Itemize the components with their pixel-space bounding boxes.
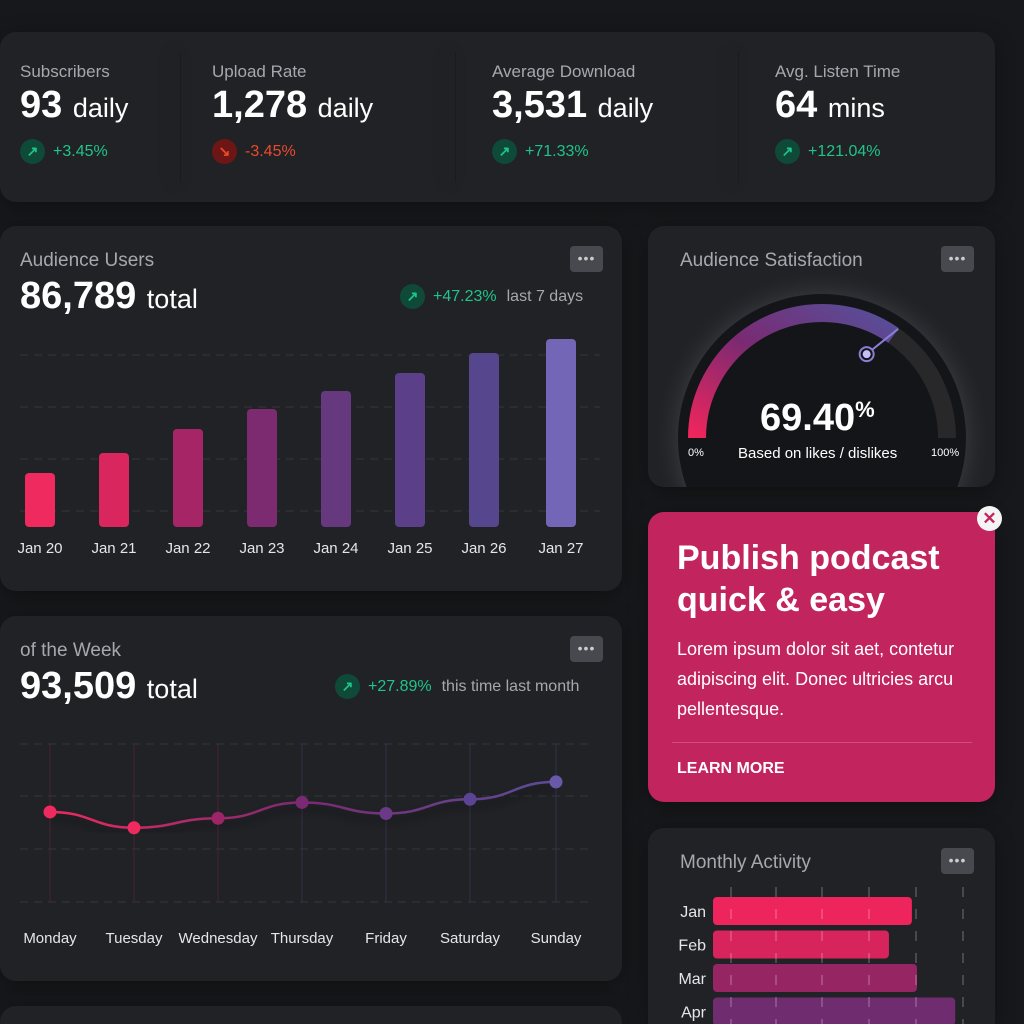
close-icon[interactable]: ✕ bbox=[977, 506, 1002, 531]
data-point-monday bbox=[43, 805, 57, 819]
promo-title: Publish podcast quick & easy bbox=[677, 539, 940, 619]
bottom-card bbox=[0, 1006, 622, 1024]
satisfaction-value: 69.40% bbox=[760, 397, 875, 439]
stat-item: Avg. Listen Time 64 mins ↗ +121.04% bbox=[775, 62, 900, 164]
gauge-fill bbox=[688, 304, 899, 439]
x-tick-label: Tuesday bbox=[106, 930, 163, 947]
week-line-chart: Monday Tuesday Wednesday Thursday Friday Satu… bbox=[20, 743, 590, 947]
stat-label: Avg. Listen Time bbox=[775, 62, 901, 81]
bar-mar bbox=[713, 964, 917, 992]
bar-jan-25 bbox=[395, 373, 425, 527]
stat-label: Upload Rate bbox=[212, 62, 307, 81]
x-tick-label: Jan 26 bbox=[461, 540, 506, 557]
x-tick-label: Jan 27 bbox=[538, 540, 583, 557]
promo-card: Publish podcast quick & easy Lorem ipsum… bbox=[648, 512, 995, 802]
stat-value: 64 mins bbox=[775, 84, 885, 126]
stat-value: 93 daily bbox=[20, 84, 129, 126]
x-tick-label: Sunday bbox=[531, 930, 582, 947]
divider bbox=[738, 52, 739, 182]
divider bbox=[672, 742, 972, 743]
bar-jan-20 bbox=[25, 473, 55, 527]
gauge-max: 100% bbox=[931, 447, 960, 459]
x-tick-label: Jan 23 bbox=[239, 540, 284, 557]
arrow-up-icon: ↗ bbox=[20, 139, 45, 164]
x-tick-label: Wednesday bbox=[179, 930, 258, 947]
data-point-thursday bbox=[295, 795, 309, 809]
more-options-button[interactable]: ••• bbox=[570, 246, 603, 272]
x-tick-label: Thursday bbox=[271, 930, 334, 947]
bar-jan bbox=[713, 897, 912, 925]
more-options-button[interactable]: ••• bbox=[941, 848, 974, 874]
audience-bar-chart: Jan 20 Jan 21 Jan 22 Jan 23 Jan 24 Jan 25 Jan … bbox=[17, 339, 600, 557]
bar-jan-24 bbox=[321, 391, 351, 527]
arrow-up-icon: ↗ bbox=[492, 139, 517, 164]
x-tick-label: Jan 25 bbox=[387, 540, 432, 557]
bar-jan-26 bbox=[469, 353, 499, 527]
x-tick-label: Saturday bbox=[440, 930, 501, 947]
stat-change: ↘ -3.45% bbox=[212, 139, 373, 164]
stat-change: ↗ +71.33% bbox=[492, 139, 653, 164]
stat-item: Upload Rate 1,278 daily ↘ -3.45% bbox=[212, 62, 373, 164]
week-total: 93,509 total bbox=[20, 665, 198, 707]
stat-change: ↗ +121.04% bbox=[775, 139, 900, 164]
week-card bbox=[0, 616, 622, 981]
gauge-knob-center bbox=[862, 350, 871, 359]
more-options-button[interactable]: ••• bbox=[570, 636, 603, 662]
monthly-bar-chart: Jan Feb Mar Apr bbox=[678, 887, 964, 1024]
arrow-up-icon: ↗ bbox=[400, 284, 425, 309]
promo-body: Lorem ipsum dolor sit aet, contetur adip… bbox=[677, 639, 955, 719]
data-point-saturday bbox=[463, 792, 477, 806]
stat-label: Average Download bbox=[492, 62, 636, 81]
week-change: ↗ +27.89% this time last month bbox=[335, 674, 579, 699]
arrow-up-icon: ↗ bbox=[335, 674, 360, 699]
data-point-wednesday bbox=[211, 811, 225, 825]
arrow-up-icon: ↗ bbox=[775, 139, 800, 164]
arrow-down-icon: ↘ bbox=[212, 139, 237, 164]
x-tick-label: Friday bbox=[365, 930, 407, 947]
divider bbox=[455, 52, 456, 182]
bar-feb bbox=[713, 930, 889, 959]
data-point-sunday bbox=[549, 775, 563, 789]
stat-change: ↗ +3.45% bbox=[20, 139, 128, 164]
card-title: Audience Users bbox=[20, 250, 155, 271]
y-tick-label: Feb bbox=[678, 938, 706, 955]
y-tick-label: Jan bbox=[680, 904, 706, 921]
card-title: Audience Satisfaction bbox=[680, 250, 863, 271]
gauge-min: 0% bbox=[688, 447, 704, 459]
y-tick-label: Apr bbox=[681, 1005, 707, 1022]
bar-jan-21 bbox=[99, 453, 129, 527]
stat-item: Subscribers 93 daily ↗ +3.45% bbox=[20, 62, 128, 164]
bar-jan-22 bbox=[173, 429, 203, 527]
audience-change: ↗ +47.23% last 7 days bbox=[400, 284, 583, 309]
stat-label: Subscribers bbox=[20, 62, 110, 81]
x-tick-label: Monday bbox=[23, 930, 77, 947]
audience-users-card bbox=[0, 226, 622, 591]
bar-apr bbox=[713, 997, 956, 1024]
stats-card bbox=[0, 32, 995, 202]
bar-jan-23 bbox=[247, 409, 277, 527]
x-tick-label: Jan 24 bbox=[313, 540, 358, 557]
x-tick-label: Jan 21 bbox=[91, 540, 136, 557]
stat-value: 1,278 daily bbox=[212, 84, 374, 126]
x-tick-label: Jan 20 bbox=[17, 540, 62, 557]
bar-jan-27 bbox=[546, 339, 576, 527]
x-tick-label: Jan 22 bbox=[165, 540, 210, 557]
more-options-button[interactable]: ••• bbox=[941, 246, 974, 272]
card-title: of the Week bbox=[20, 640, 122, 661]
learn-more-link[interactable]: LEARN MORE bbox=[677, 760, 785, 777]
divider bbox=[180, 52, 181, 182]
stat-value: 3,531 daily bbox=[492, 84, 654, 126]
data-point-tuesday bbox=[127, 821, 141, 835]
audience-total: 86,789 total bbox=[20, 275, 198, 317]
data-point-friday bbox=[379, 807, 393, 821]
card-title: Monthly Activity bbox=[680, 852, 811, 873]
satisfaction-caption: Based on likes / dislikes bbox=[738, 445, 898, 462]
stat-item: Average Download 3,531 daily ↗ +71.33% bbox=[492, 62, 653, 164]
y-tick-label: Mar bbox=[678, 971, 706, 988]
